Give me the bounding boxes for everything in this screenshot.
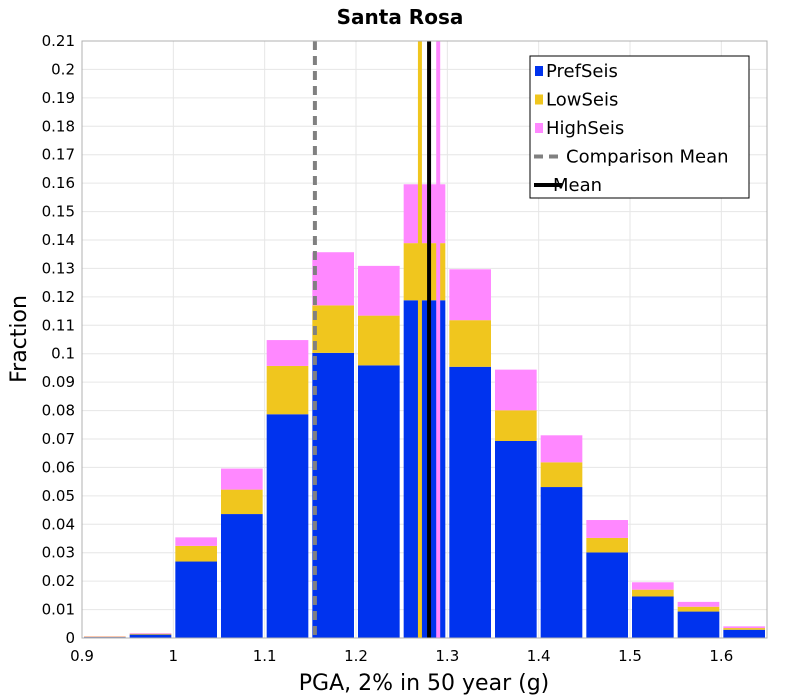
- y-tick-label: 0.07: [42, 430, 75, 448]
- bar-highseis: [358, 265, 400, 316]
- bar-prefseis: [221, 514, 263, 638]
- bar-prefseis: [586, 552, 628, 638]
- bar-highseis: [129, 633, 172, 634]
- y-tick-label: 0.21: [42, 32, 75, 50]
- y-axis-title: Fraction: [7, 295, 32, 383]
- y-tick-label: 0.13: [42, 259, 75, 277]
- bar-lowseis: [221, 489, 263, 515]
- y-tick-label: 0.18: [42, 117, 75, 135]
- x-tick-label: 1.5: [618, 647, 642, 665]
- bar-lowseis: [632, 589, 674, 597]
- x-tick-label: 1: [169, 647, 179, 665]
- bar-lowseis: [358, 315, 400, 366]
- x-tick-label: 1.3: [435, 647, 459, 665]
- legend-label-comparison-mean: Comparison Mean: [566, 147, 729, 168]
- legend-label-highseis: HighSeis: [546, 118, 624, 139]
- y-tick-label: 0.16: [42, 174, 75, 192]
- legend-box: [529, 55, 750, 199]
- y-tick-label: 0.1: [51, 345, 75, 363]
- y-tick-label: 0.2: [51, 60, 75, 78]
- bar-prefseis: [632, 596, 674, 638]
- y-tick-label: 0.15: [42, 203, 75, 221]
- bar-highseis: [677, 601, 720, 607]
- x-axis-ticks: 0.9 1 1.1 1.2 1.3 1.4 1.5 1.6: [70, 647, 733, 665]
- y-tick-label: 0.04: [42, 515, 75, 533]
- bar-highseis: [723, 626, 765, 629]
- legend-swatch-prefseis: [535, 66, 543, 76]
- y-tick-label: 0: [65, 629, 75, 647]
- bar-prefseis: [266, 414, 309, 638]
- bar-lowseis: [175, 545, 217, 562]
- y-tick-label: 0.01: [42, 601, 75, 619]
- plot-border: [81, 40, 768, 639]
- bar-lowseis: [129, 633, 172, 635]
- chart-title: Santa Rosa: [337, 5, 464, 29]
- bar-prefseis: [677, 611, 720, 638]
- bar-lowseis: [723, 628, 765, 630]
- bar-highseis: [175, 537, 217, 546]
- y-tick-label: 0.12: [42, 288, 75, 306]
- bar-prefseis: [358, 365, 400, 638]
- bar-highseis: [540, 435, 583, 463]
- legend-label-lowseis: LowSeis: [546, 90, 618, 111]
- mean-lines: [312, 41, 441, 638]
- bar-highseis: [266, 340, 309, 366]
- legend: PrefSeis LowSeis HighSeis Comparison Mean Me…: [529, 55, 750, 199]
- y-tick-label: 0.11: [42, 316, 75, 334]
- bar-highseis: [495, 369, 537, 411]
- bar-highseis: [221, 468, 263, 490]
- y-tick-label: 0.09: [42, 373, 75, 391]
- x-tick-label: 1.2: [344, 647, 368, 665]
- y-tick-label: 0.02: [42, 572, 75, 590]
- y-axis-ticks: 0 0.01 0.02 0.03 0.04 0.05 0.06 0.07 0.08 0.09 0.1…: [42, 32, 75, 647]
- y-tick-label: 0.08: [42, 402, 75, 420]
- bar-highseis: [586, 520, 628, 538]
- x-axis-title: PGA, 2% in 50 year (g): [299, 671, 550, 696]
- y-tick-label: 0.14: [42, 231, 75, 249]
- bar-prefseis: [540, 487, 583, 638]
- y-tick-label: 0.06: [42, 458, 75, 476]
- bar-lowseis: [266, 365, 309, 415]
- bar-lowseis: [540, 462, 583, 488]
- bar-lowseis: [677, 606, 720, 612]
- bar-lowseis: [312, 305, 354, 353]
- legend-label-prefseis: PrefSeis: [546, 61, 618, 82]
- x-tick-label: 0.9: [70, 647, 94, 665]
- bar-prefseis: [723, 629, 765, 638]
- legend-swatch-highseis: [535, 123, 543, 133]
- bar-lowseis: [84, 636, 126, 638]
- bar-prefseis: [312, 352, 354, 638]
- x-tick-label: 1.4: [527, 647, 551, 665]
- bar-lowseis: [586, 537, 628, 553]
- x-tick-label: 1.1: [253, 647, 277, 665]
- bar-lowseis: [495, 410, 537, 441]
- legend-label-mean: Mean: [553, 175, 602, 196]
- y-tick-label: 0.19: [42, 89, 75, 107]
- x-tick-label: 1.6: [709, 647, 733, 665]
- bar-prefseis: [175, 561, 217, 638]
- bar-prefseis: [449, 366, 491, 638]
- bar-highseis: [312, 252, 354, 306]
- bar-lowseis: [449, 320, 491, 367]
- y-tick-label: 0.03: [42, 544, 75, 562]
- bar-prefseis: [495, 440, 537, 638]
- legend-swatch-lowseis: [535, 94, 543, 105]
- y-tick-label: 0.05: [42, 487, 75, 505]
- bar-prefseis: [129, 634, 172, 638]
- bar-highseis: [632, 582, 674, 590]
- bar-highseis: [449, 269, 491, 321]
- y-tick-label: 0.17: [42, 146, 75, 164]
